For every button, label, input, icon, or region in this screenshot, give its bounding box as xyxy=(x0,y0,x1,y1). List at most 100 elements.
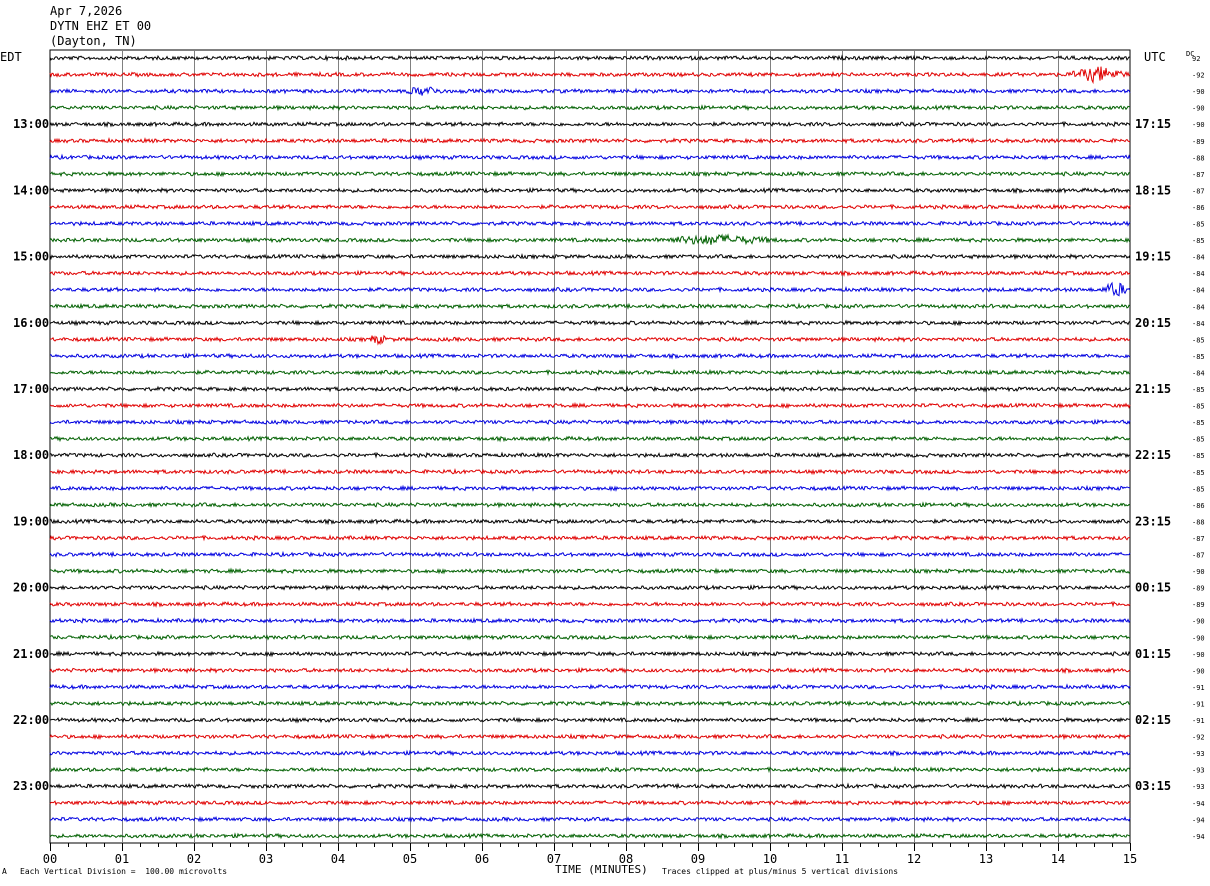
dc-offset-label: -90 xyxy=(1192,634,1205,642)
seismic-trace xyxy=(49,66,1131,85)
seismic-trace xyxy=(49,219,1131,227)
x-tick-label: 07 xyxy=(547,852,561,866)
seismic-trace xyxy=(49,418,1131,426)
dc-offset-label: -87 xyxy=(1192,171,1205,179)
dc-offset-label: -85 xyxy=(1192,221,1205,229)
x-tick-label: 01 xyxy=(115,852,129,866)
utc-hour-label: 21:15 xyxy=(1135,382,1171,396)
dc-offset-label: -93 xyxy=(1192,783,1205,791)
seismic-trace xyxy=(49,666,1131,675)
seismic-trace xyxy=(49,86,1131,96)
seismic-trace xyxy=(50,468,1131,476)
dc-offset-label: -84 xyxy=(1192,270,1205,278)
x-tick-label: 13 xyxy=(979,852,993,866)
dc-offset-label: -90 xyxy=(1192,88,1205,96)
dc-offset-label: -85 xyxy=(1192,469,1205,477)
seismic-trace xyxy=(49,567,1131,575)
seismic-trace xyxy=(49,716,1131,724)
dc-offset-label: -85 xyxy=(1192,353,1205,361)
seismic-trace xyxy=(49,617,1131,625)
seismic-trace xyxy=(49,584,1131,592)
dc-offset-label: -85 xyxy=(1192,237,1205,245)
dc-offset-label: -85 xyxy=(1192,436,1205,444)
dc-offset-label: -87 xyxy=(1192,552,1205,560)
scale-note: Each Vertical Division = 100.00 microvol… xyxy=(20,867,228,876)
utc-hour-label: 03:15 xyxy=(1135,779,1171,793)
seismic-trace xyxy=(50,451,1131,459)
seismic-trace xyxy=(49,319,1131,327)
edt-hour-label: 14:00 xyxy=(13,183,49,197)
seismic-trace xyxy=(49,650,1131,658)
dc-offset-label: -85 xyxy=(1192,403,1205,411)
dc-offset-label: -91 xyxy=(1192,717,1205,725)
dc-offset-label: -88 xyxy=(1192,154,1205,162)
dc-offset-label: -94 xyxy=(1192,816,1205,824)
dc-offset-label: -92 xyxy=(1192,72,1205,80)
seismic-trace xyxy=(49,435,1131,443)
seismic-trace xyxy=(49,815,1131,823)
location-label: (Dayton, TN) xyxy=(50,34,137,48)
dc-offset-label: -92 xyxy=(1192,734,1205,742)
seismic-trace xyxy=(50,352,1131,360)
seismic-trace xyxy=(49,54,1131,62)
seismic-trace xyxy=(49,765,1131,774)
dc-offset-label: -94 xyxy=(1192,800,1205,808)
seismic-trace xyxy=(49,832,1131,840)
dc-offset-label: -84 xyxy=(1192,320,1205,328)
x-tick-label: 15 xyxy=(1123,852,1137,866)
edt-hour-label: 13:00 xyxy=(13,117,49,131)
seismic-trace xyxy=(49,137,1131,145)
x-tick-label: 14 xyxy=(1051,852,1065,866)
dc-offset-label: -93 xyxy=(1192,767,1205,775)
seismic-trace xyxy=(49,253,1131,261)
utc-hour-label: 20:15 xyxy=(1135,316,1171,330)
seismic-trace xyxy=(50,170,1131,178)
edt-hour-label: 16:00 xyxy=(13,316,49,330)
x-tick-label: 04 xyxy=(331,852,345,866)
dc-offset-label: -84 xyxy=(1192,303,1205,311)
dc-offset-label: -90 xyxy=(1192,618,1205,626)
seismic-trace xyxy=(49,699,1131,707)
x-tick-label: 06 xyxy=(475,852,489,866)
right-timezone-label: UTC xyxy=(1144,50,1166,64)
dc-offset-label: -84 xyxy=(1192,254,1205,262)
x-tick-label: 11 xyxy=(835,852,849,866)
seismic-trace xyxy=(49,733,1131,741)
dc-offset-label: -85 xyxy=(1192,485,1205,493)
seismic-trace xyxy=(49,334,1131,346)
seismic-trace xyxy=(49,385,1131,393)
seismic-trace xyxy=(49,203,1131,211)
utc-hour-label: 22:15 xyxy=(1135,448,1171,462)
dc-offset-label: -90 xyxy=(1192,121,1205,129)
grid-lines xyxy=(49,49,1131,851)
dc-label: DC xyxy=(1186,50,1194,58)
label-group: EDT UTC DC 00 01 02 03 04 05 06 07 08 09 10 11 12 13 1… xyxy=(0,50,1205,866)
x-tick-label: 09 xyxy=(691,852,705,866)
seismic-trace xyxy=(49,749,1131,757)
station-label: DYTN EHZ ET 00 xyxy=(50,19,152,33)
clip-note: Traces clipped at plus/minus 5 vertical … xyxy=(662,867,899,876)
seismic-trace xyxy=(49,550,1131,558)
edt-hour-label: 15:00 xyxy=(13,250,49,264)
utc-hour-label: 00:15 xyxy=(1135,581,1171,595)
utc-hour-label: 23:15 xyxy=(1135,514,1171,528)
seismic-trace xyxy=(49,153,1131,161)
dc-offset-label: 92 xyxy=(1192,55,1200,63)
edt-hour-label: 20:00 xyxy=(13,581,49,595)
seismic-trace xyxy=(49,534,1130,542)
edt-hour-label: 18:00 xyxy=(13,448,49,462)
dc-offset-label: -87 xyxy=(1192,187,1205,195)
dc-offset-label: -84 xyxy=(1192,369,1205,377)
dc-offset-label: -90 xyxy=(1192,105,1205,113)
dc-offset-label: -85 xyxy=(1192,336,1205,344)
utc-hour-label: 19:15 xyxy=(1135,250,1171,264)
seismic-trace xyxy=(49,799,1131,807)
edt-hour-label: 22:00 xyxy=(13,713,49,727)
dc-offset-label: -87 xyxy=(1192,535,1205,543)
dc-offset-label: -86 xyxy=(1192,502,1205,510)
seismic-trace xyxy=(49,269,1131,277)
utc-hour-label: 18:15 xyxy=(1135,183,1171,197)
utc-hour-label: 02:15 xyxy=(1135,713,1171,727)
x-tick-label: 00 xyxy=(43,852,57,866)
seismic-trace xyxy=(49,368,1131,376)
